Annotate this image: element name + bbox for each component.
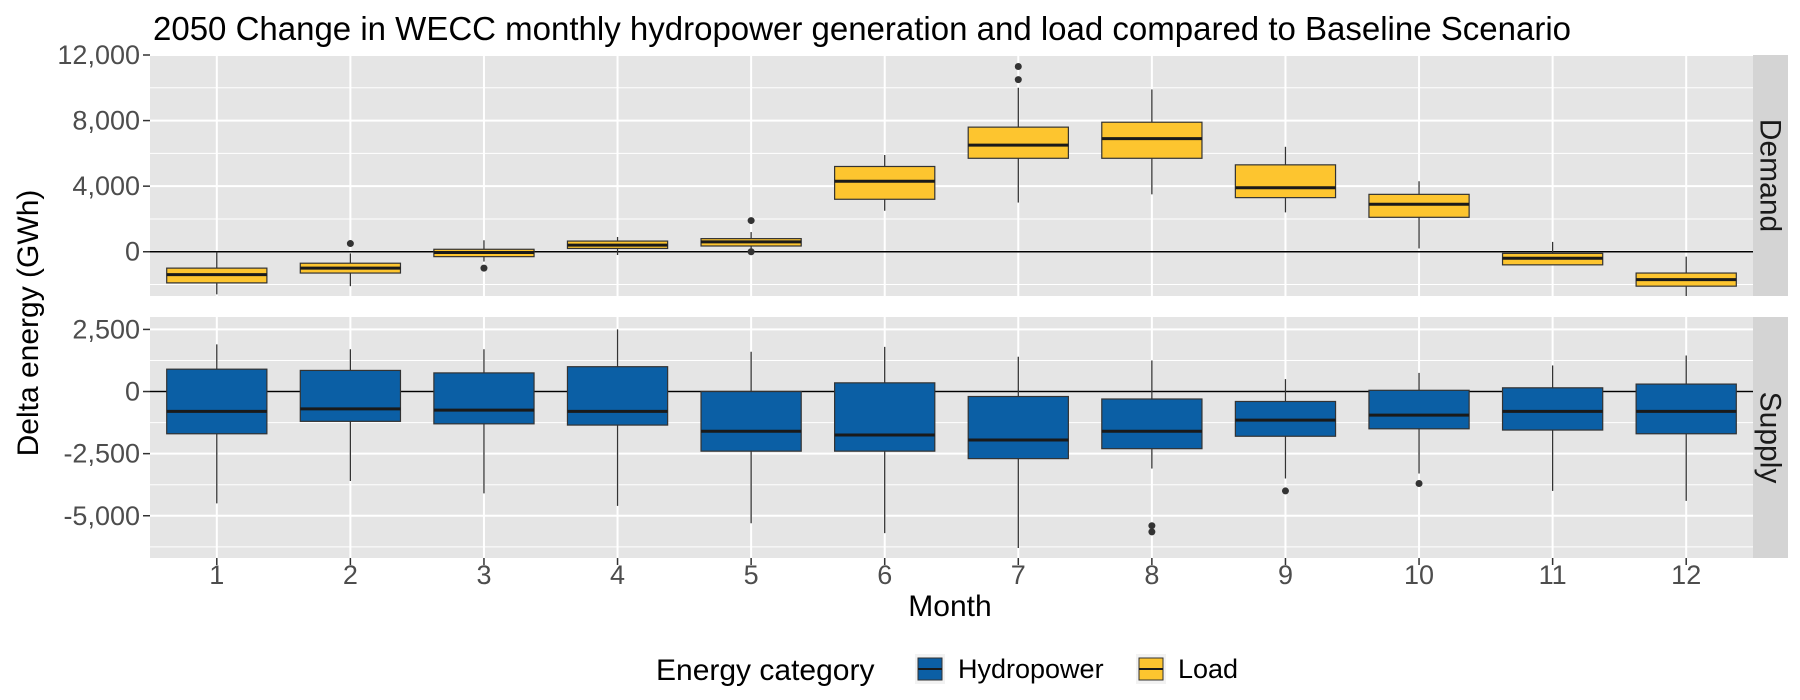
x-tick-label: 12 (1671, 560, 1701, 590)
box-body (1368, 193, 1470, 218)
box-demand-month-5 (700, 217, 802, 256)
box-demand-month-6 (834, 155, 936, 211)
box-demand-month-10 (1368, 181, 1470, 249)
box-body (1101, 121, 1203, 159)
panel-background-demand (150, 55, 1753, 296)
box-demand-month-11 (1501, 241, 1604, 266)
box-demand-month-8 (1101, 89, 1203, 195)
x-tick-label: 2 (343, 560, 358, 590)
box-supply-month-5 (700, 351, 802, 524)
box-body (166, 368, 268, 435)
y-tick-label: 4,000 (72, 171, 140, 201)
outlier-point (1281, 487, 1289, 495)
box-demand-month-9 (1234, 146, 1337, 213)
outlier-point (747, 217, 755, 225)
x-tick-label: 4 (610, 560, 625, 590)
facet-strip-demand (1753, 55, 1788, 296)
x-axis: 1 2 3 4 5 6 7 8 9 10 11 12 (209, 558, 1701, 590)
x-tick-label: 3 (476, 560, 491, 590)
panel-demand: 0 4,000 8,000 12,000 Demand (57, 40, 1788, 296)
box-supply-month-7 (967, 356, 1069, 549)
box-supply-month-1 (166, 344, 268, 504)
box-demand-month-2 (299, 240, 402, 287)
y-tick-label: 0 (125, 377, 140, 407)
box-body (834, 382, 936, 452)
box-body (700, 390, 802, 452)
box-demand-month-7 (967, 62, 1069, 203)
outlier-point (1148, 522, 1156, 530)
outlier-point (1148, 528, 1156, 536)
y-tick-label: 0 (125, 237, 140, 267)
box-body (1368, 389, 1470, 430)
box-supply-month-6 (834, 346, 936, 534)
y-axis-title: Delta energy (GWh) (12, 190, 45, 457)
legend-label-hydropower: Hydropower (958, 654, 1104, 684)
box-supply-month-11 (1501, 365, 1604, 491)
box-supply-month-4 (566, 329, 669, 506)
legend-label-load: Load (1178, 654, 1238, 684)
box-body (1501, 387, 1604, 431)
box-body (1635, 383, 1737, 435)
box-body (1234, 164, 1337, 199)
outlier-point (346, 240, 354, 248)
box-body (834, 165, 936, 200)
facet-strip-supply (1753, 317, 1788, 558)
y-tick-label: 12,000 (57, 40, 140, 70)
box-body (967, 126, 1069, 159)
box-body (566, 366, 669, 426)
y-tick-label: 8,000 (72, 106, 140, 136)
x-tick-label: 8 (1144, 560, 1159, 590)
box-body (433, 372, 535, 425)
outlier-point (1014, 62, 1022, 70)
x-tick-label: 7 (1011, 560, 1026, 590)
box-body (967, 395, 1069, 460)
box-supply-month-3 (433, 349, 535, 494)
box-demand-month-12 (1635, 256, 1737, 296)
outlier-point (1014, 76, 1022, 84)
y-tick-label: -5,000 (63, 501, 140, 531)
legend: Energy category Hydropower Load (656, 654, 1238, 687)
x-tick-label: 11 (1539, 560, 1567, 590)
y-tick-label: 2,500 (72, 314, 140, 344)
box-supply-month-8 (1101, 360, 1203, 536)
box-demand-month-4 (566, 236, 669, 256)
box-demand-month-1 (166, 251, 268, 295)
x-tick-label: 6 (877, 560, 892, 590)
box-supply-month-10 (1368, 372, 1470, 487)
outlier-point (480, 264, 488, 272)
x-tick-label: 1 (209, 560, 224, 590)
x-tick-label: 10 (1404, 560, 1434, 590)
box-demand-month-3 (433, 240, 535, 272)
facet-label-demand: Demand (1754, 119, 1787, 232)
y-tick-label: -2,500 (63, 439, 140, 469)
x-tick-label: 9 (1278, 560, 1293, 590)
x-tick-label: 5 (744, 560, 759, 590)
legend-item-load: Load (1136, 654, 1238, 684)
box-supply-month-2 (299, 349, 402, 481)
box-body (1101, 398, 1203, 450)
panel-supply: -5,000 -2,500 0 2,500 Supply (63, 314, 1788, 558)
legend-title: Energy category (656, 654, 874, 687)
chart-title: 2050 Change in WECC monthly hydropower g… (153, 10, 1571, 47)
outlier-point (747, 248, 755, 256)
x-axis-title: Month (908, 590, 991, 623)
box-supply-month-12 (1635, 355, 1737, 501)
facet-label-supply: Supply (1754, 392, 1787, 484)
outlier-point (1415, 479, 1423, 487)
legend-item-hydropower: Hydropower (915, 654, 1104, 684)
box-supply-month-9 (1234, 379, 1337, 495)
box-body (299, 369, 402, 422)
panel-background-supply (150, 317, 1753, 558)
